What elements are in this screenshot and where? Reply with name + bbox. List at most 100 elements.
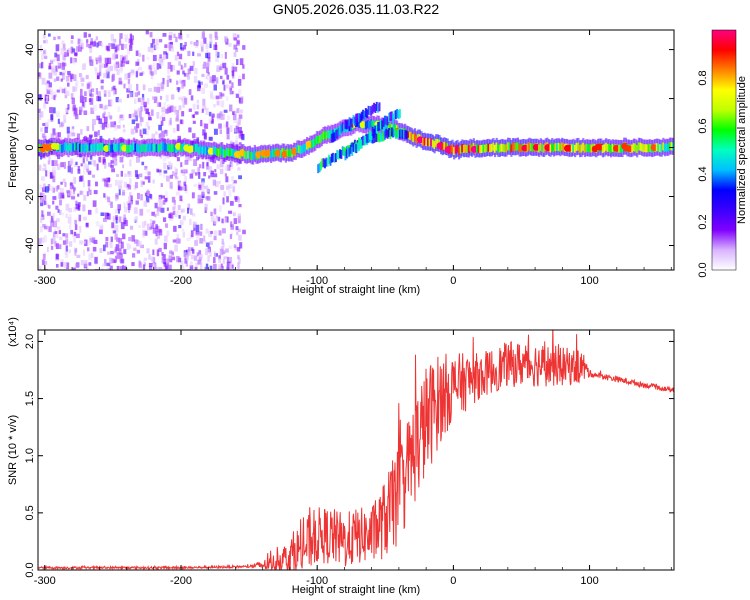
track-cell [337,150,340,160]
noise-cell [218,264,222,270]
carrier-cell [667,143,670,152]
noise-cell [201,87,205,94]
noise-cell [132,253,136,258]
carrier-cell [111,144,114,153]
noise-cell [226,261,231,267]
noise-cell [55,253,59,259]
noise-cell [64,94,68,99]
carrier-cell [531,143,534,152]
noise-cell [144,220,147,226]
noise-cell [221,218,224,224]
carrier-cell [60,144,64,153]
noise-cell [150,71,154,76]
track-cell [371,134,374,144]
carrier-cell [631,144,634,153]
carrier-cell [96,143,100,152]
noise-cell [134,170,138,178]
noise-cell [115,225,119,233]
noise-cell [119,67,124,73]
noise-cell [233,244,237,249]
noise-cell [92,237,96,243]
noise-cell [64,251,69,259]
track-cell [373,128,376,138]
noise-cell [79,74,83,79]
noise-cell [144,176,149,180]
noise-cell [158,201,163,208]
noise-cell [172,127,176,133]
noise-cell [38,72,41,77]
noise-cell [87,187,91,192]
track-cell [343,123,346,133]
noise-cell [58,192,62,200]
noise-cell [89,189,92,196]
noise-cell [189,218,192,226]
noise-cell [206,186,210,193]
noise-cell [112,230,117,234]
noise-cell [131,235,135,242]
noise-cell [173,225,177,232]
noise-cell [194,266,198,270]
carrier-cell [609,144,613,153]
carrier-cell [477,145,480,154]
carrier-cell [557,142,560,151]
noise-cell [99,71,102,77]
carrier-cell [62,143,65,152]
noise-cell [90,59,94,66]
noise-cell [122,63,125,67]
noise-cell [67,216,72,224]
noise-cell [203,133,207,140]
carrier-cell [497,144,500,153]
noise-cell [39,111,44,118]
carrier-cell [64,142,67,151]
carrier-cell [562,143,565,152]
noise-cell [40,237,45,244]
noise-cell [213,235,217,241]
carrier-cell [206,146,209,155]
track-cell [389,129,392,139]
track-cell [355,113,358,123]
track-cell [375,124,378,134]
noise-cell [164,44,168,48]
noise-cell [121,57,126,64]
noise-cell [54,93,58,98]
noise-cell [213,218,218,225]
noise-cell [129,192,132,196]
noise-cell [210,170,215,175]
noise-cell [210,173,214,178]
noise-cell [121,265,124,270]
noise-cell [73,58,76,65]
carrier-cell [85,143,88,152]
noise-cell [238,114,243,119]
track-cell [345,120,348,130]
noise-cell [151,38,156,44]
noise-cell [154,43,159,50]
noise-cell [135,216,138,222]
carrier-cell [78,144,82,153]
noise-cell [191,249,195,254]
noise-cell [153,266,158,270]
noise-cell [80,88,83,96]
carrier-cell [355,119,358,128]
carrier-cell [428,138,431,147]
noise-cell [182,102,185,108]
noise-cell [60,162,65,168]
noise-cell [130,40,134,45]
noise-cell [242,45,246,50]
noise-cell [232,181,235,187]
noise-cell [134,92,139,97]
noise-cell [211,95,215,100]
carrier-cell [665,143,668,152]
track-cell [333,153,336,163]
noise-cell [59,137,63,142]
noise-cell [124,206,128,213]
carrier-cell [516,142,520,151]
carrier-cell [217,148,220,157]
noise-cell [228,42,232,47]
spectrogram-frame [37,29,675,271]
noise-cell [86,268,89,270]
noise-cell [186,76,191,80]
noise-cell [50,238,53,245]
track-cell [370,130,373,140]
noise-cell [163,162,167,170]
noise-cell [199,199,204,204]
